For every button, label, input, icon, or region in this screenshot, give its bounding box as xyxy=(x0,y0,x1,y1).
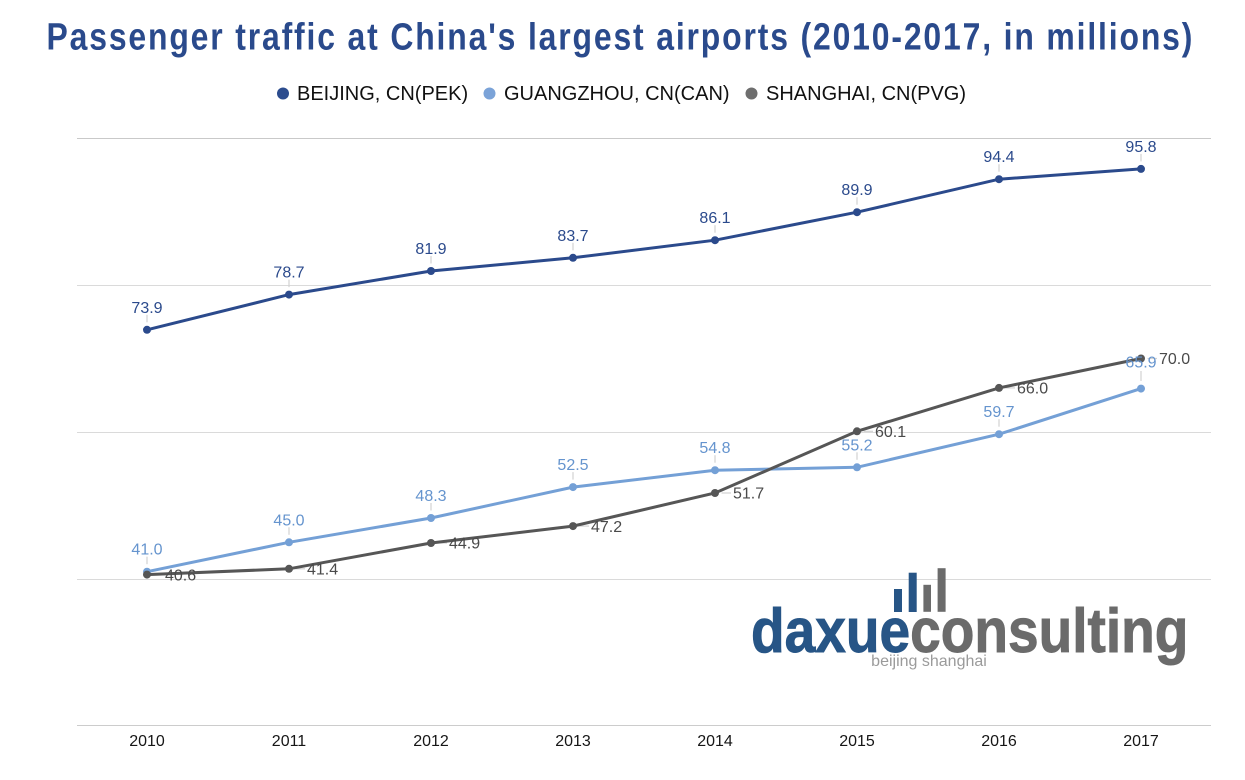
svg-text:94.4: 94.4 xyxy=(983,149,1014,166)
svg-text:66.0: 66.0 xyxy=(1017,381,1048,398)
svg-text:SHANGHAI, CN(PVG): SHANGHAI, CN(PVG) xyxy=(766,83,966,105)
svg-text:beijing shanghai: beijing shanghai xyxy=(871,653,987,670)
svg-text:daxueconsulting: daxueconsulting xyxy=(751,597,1188,666)
svg-text:Passenger traffic at China's l: Passenger traffic at China's largest air… xyxy=(47,16,1195,58)
svg-text:41.0: 41.0 xyxy=(131,542,162,559)
svg-text:44.9: 44.9 xyxy=(449,536,480,553)
svg-text:73.9: 73.9 xyxy=(131,300,162,317)
svg-text:81.9: 81.9 xyxy=(415,241,446,258)
svg-text:45.0: 45.0 xyxy=(273,512,304,529)
svg-text:52.5: 52.5 xyxy=(557,457,588,474)
svg-text:2016: 2016 xyxy=(981,733,1017,750)
svg-text:41.4: 41.4 xyxy=(307,562,338,579)
svg-text:54.8: 54.8 xyxy=(699,440,730,457)
svg-text:2012: 2012 xyxy=(413,733,449,750)
svg-text:GUANGZHOU, CN(CAN): GUANGZHOU, CN(CAN) xyxy=(504,83,730,105)
svg-text:2014: 2014 xyxy=(697,733,733,750)
svg-text:60.1: 60.1 xyxy=(875,424,906,441)
svg-text:65.9: 65.9 xyxy=(1125,355,1156,372)
svg-text:51.7: 51.7 xyxy=(733,486,764,503)
svg-text:86.1: 86.1 xyxy=(699,210,730,227)
svg-text:55.2: 55.2 xyxy=(841,437,872,454)
svg-text:89.9: 89.9 xyxy=(841,182,872,199)
svg-text:48.3: 48.3 xyxy=(415,488,446,505)
svg-text:2017: 2017 xyxy=(1123,733,1159,750)
svg-text:2011: 2011 xyxy=(272,733,307,750)
svg-text:40.6: 40.6 xyxy=(165,567,196,584)
svg-text:70.0: 70.0 xyxy=(1159,351,1190,368)
svg-text:83.7: 83.7 xyxy=(557,228,588,245)
svg-text:47.2: 47.2 xyxy=(591,519,622,536)
svg-text:95.8: 95.8 xyxy=(1125,139,1156,156)
svg-text:2015: 2015 xyxy=(839,733,875,750)
svg-text:59.7: 59.7 xyxy=(983,404,1014,421)
svg-text:BEIJING, CN(PEK): BEIJING, CN(PEK) xyxy=(297,83,468,105)
svg-text:78.7: 78.7 xyxy=(273,265,304,282)
svg-text:2010: 2010 xyxy=(129,733,165,750)
svg-text:2013: 2013 xyxy=(555,733,591,750)
